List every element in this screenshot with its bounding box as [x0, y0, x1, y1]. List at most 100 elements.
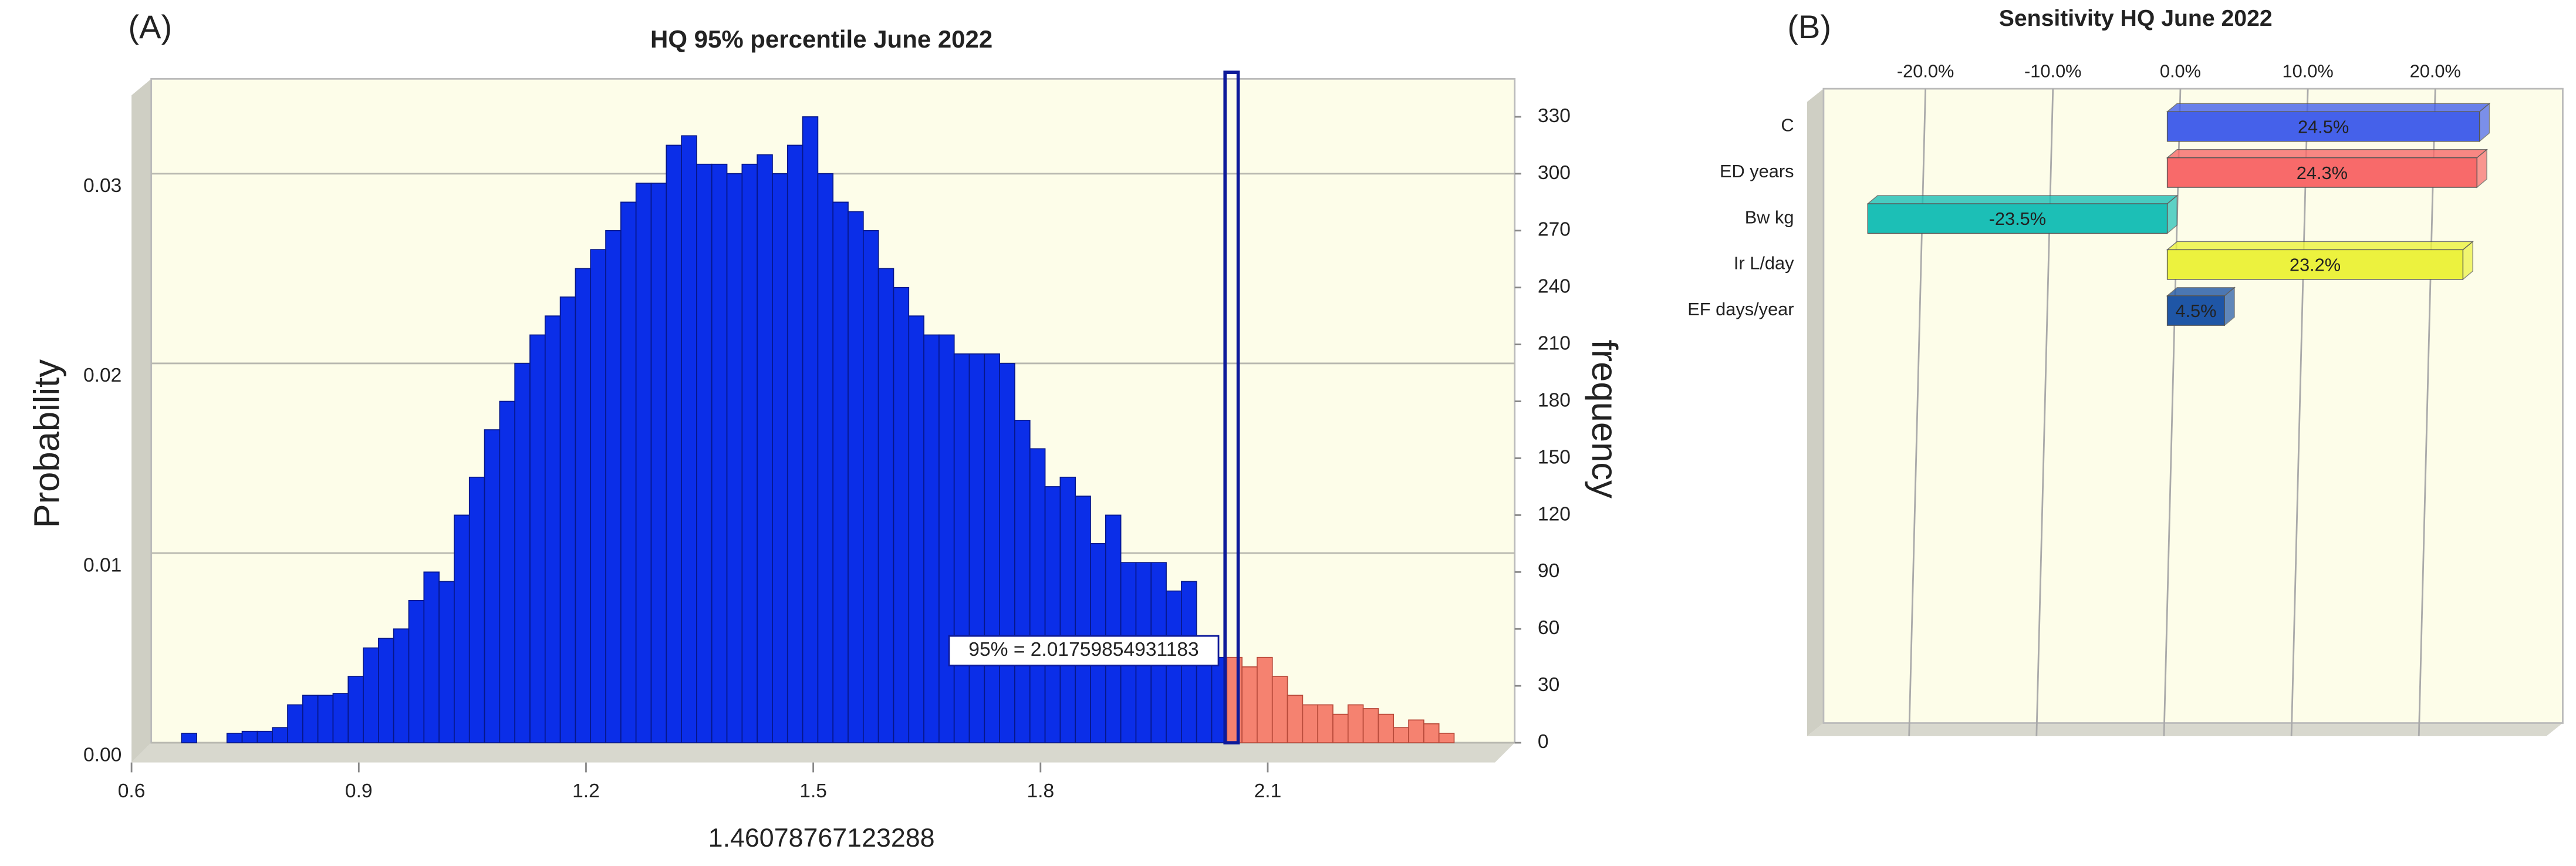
- y2-tick-label: 0: [1538, 731, 1549, 753]
- x-tick-label: 10.0%: [2282, 60, 2333, 81]
- bar: [772, 173, 788, 743]
- chart-title: HQ 95% percentile June 2022: [650, 25, 992, 53]
- percentile-label-box: [948, 635, 1220, 666]
- bar: [559, 296, 576, 743]
- bar: [968, 353, 985, 743]
- bar: [408, 599, 425, 743]
- y2-tick-label: 120: [1538, 503, 1571, 525]
- grid-line: [2290, 89, 2309, 736]
- bar: [832, 201, 849, 743]
- bar: [893, 287, 910, 743]
- bar: [241, 730, 258, 743]
- bar: [908, 315, 924, 743]
- bar: [848, 211, 864, 743]
- bar: [468, 476, 485, 743]
- bar: [681, 135, 697, 743]
- bar: [544, 315, 561, 743]
- floor: [1807, 723, 2563, 736]
- y2-tick-label: 210: [1538, 333, 1571, 355]
- y2-tick-label: 60: [1538, 617, 1559, 639]
- bar-top: [2166, 241, 2474, 251]
- x-tick-label: 1.2: [572, 780, 600, 802]
- bar: [575, 268, 592, 743]
- bar: [923, 334, 940, 743]
- bar: [1408, 719, 1424, 743]
- bar: [272, 727, 288, 743]
- bar: [999, 363, 1015, 743]
- bar: [984, 353, 1000, 743]
- category-label: Ir L/day: [1734, 253, 1794, 274]
- data-label: 4.5%: [2175, 301, 2216, 321]
- bar: [1332, 713, 1349, 743]
- bar: [393, 628, 410, 743]
- bar: [757, 154, 773, 743]
- y-tick-label: 0.00: [83, 744, 121, 766]
- bar: [1347, 704, 1364, 743]
- bar: [287, 704, 303, 743]
- y2-axis-label: frequency: [1584, 340, 1625, 499]
- x-tick-label: 0.6: [118, 780, 146, 802]
- bar: [696, 163, 713, 743]
- bar: [363, 647, 379, 743]
- y2-tick-label: 330: [1538, 105, 1571, 127]
- side-wall: [1807, 89, 1824, 736]
- bar: [1378, 713, 1395, 743]
- bar: [590, 249, 606, 743]
- bar: [1257, 656, 1273, 743]
- y2-tick-label: 90: [1538, 560, 1559, 582]
- bar: [1241, 666, 1258, 743]
- category-label: Bw kg: [1745, 207, 1794, 227]
- bar-top: [2166, 103, 2491, 113]
- panel-label: (B): [1787, 8, 1831, 45]
- bar: [317, 695, 334, 743]
- bar: [1105, 514, 1122, 743]
- bar: [862, 230, 879, 743]
- bar: [817, 173, 834, 743]
- bar: [2166, 157, 2477, 188]
- bar: [726, 173, 743, 743]
- grid-line: [2163, 89, 2182, 736]
- x-tick-label: 1.8: [1027, 780, 1054, 802]
- bar: [529, 334, 546, 743]
- bar: [620, 201, 637, 743]
- bar: [1044, 486, 1061, 743]
- bar: [1059, 476, 1076, 743]
- bar: [711, 163, 728, 743]
- bar: [226, 733, 243, 743]
- bar: [802, 116, 819, 743]
- bar: [1393, 727, 1409, 743]
- bar: [2166, 111, 2480, 142]
- y2-tick-label: 30: [1538, 674, 1559, 696]
- bar: [877, 268, 894, 743]
- x-tick-label: 1.5: [799, 780, 827, 802]
- bar: [1166, 590, 1182, 743]
- bar: [378, 638, 394, 743]
- back-wall: [1822, 87, 2564, 724]
- bar: [938, 334, 955, 743]
- chart-title: Sensitivity HQ June 2022: [1999, 6, 2273, 31]
- bar: [741, 163, 758, 743]
- bar: [605, 230, 622, 743]
- panel-label: (A): [129, 8, 173, 45]
- bar: [423, 571, 440, 743]
- y2-tick-label: 240: [1538, 276, 1571, 298]
- bar: [256, 730, 274, 743]
- bar: [499, 400, 516, 743]
- bar-top: [1866, 195, 2179, 204]
- data-label: 24.5%: [2298, 116, 2349, 137]
- bar: [953, 353, 970, 743]
- floor: [131, 743, 1515, 763]
- bar-top: [2166, 149, 2488, 159]
- x-tick-label: -20.0%: [1897, 60, 1954, 81]
- bar: [484, 429, 501, 743]
- bar: [1287, 695, 1304, 743]
- x-tick-label: 2.1: [1254, 780, 1282, 802]
- y2-tick-label: 270: [1538, 219, 1571, 241]
- bar: [454, 514, 470, 743]
- bar: [1317, 704, 1333, 743]
- data-label: 24.3%: [2297, 163, 2348, 183]
- bar: [1075, 496, 1091, 743]
- bar: [2166, 295, 2225, 326]
- bar: [1014, 420, 1031, 743]
- x-axis-label: 1.46078767123288: [708, 823, 935, 852]
